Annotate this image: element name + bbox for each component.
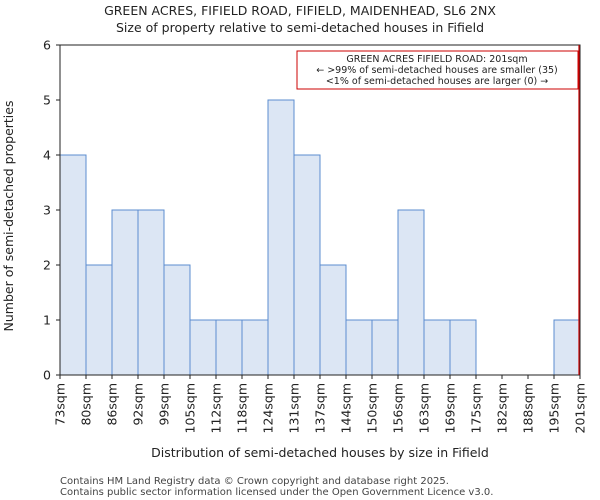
- bar-163sqm: [423, 319, 451, 376]
- x-tick-label: 80sqm: [79, 383, 94, 426]
- x-tick-label: 156sqm: [391, 383, 406, 433]
- y-axis-label: Number of semi-detached properties: [1, 101, 16, 332]
- plot-frame: [59, 44, 581, 376]
- x-tick-label: 150sqm: [365, 383, 380, 433]
- footer-line-1: Contains HM Land Registry data © Crown c…: [60, 476, 449, 487]
- x-axis-label: Distribution of semi-detached houses by …: [151, 445, 489, 460]
- annotation-line-1: GREEN ACRES FIFIELD ROAD: 201sqm: [346, 54, 527, 65]
- y-tick-label: 3: [43, 203, 51, 218]
- x-tick-label: 105sqm: [183, 383, 198, 433]
- x-tick-label: 86sqm: [105, 383, 120, 426]
- x-tick-label: 137sqm: [313, 383, 328, 433]
- annotation-line-2: ← >99% of semi-detached houses are small…: [316, 65, 558, 76]
- x-tick-label: 92sqm: [131, 383, 146, 426]
- x-tick-label: 175sqm: [469, 383, 484, 433]
- bar-144sqm: [345, 319, 373, 376]
- bar-156sqm: [397, 209, 425, 376]
- x-tick-label: 124sqm: [261, 383, 276, 433]
- chart-title: GREEN ACRES, FIFIELD ROAD, FIFIELD, MAID…: [104, 3, 496, 18]
- bar-131sqm: [293, 154, 321, 376]
- annotation-box: GREEN ACRES FIFIELD ROAD: 201sqm ← >99% …: [296, 50, 579, 90]
- bar-169sqm: [449, 319, 477, 376]
- x-tick-label: 201sqm: [573, 383, 588, 433]
- x-tick-label: 118sqm: [235, 383, 250, 433]
- annotation-frame: [296, 50, 579, 90]
- bar-80sqm: [85, 264, 113, 376]
- x-tick-label: 112sqm: [209, 383, 224, 433]
- bar-99sqm: [163, 264, 191, 376]
- x-tick-label: 195sqm: [547, 383, 562, 433]
- x-tick-label: 188sqm: [521, 383, 536, 433]
- footer-line-2: Contains public sector information licen…: [60, 487, 493, 498]
- x-ticks-group: 73sqm 80sqm 86sqm 92sqm 99sqm 105sqm 112sqm 118…: [53, 375, 588, 433]
- x-tick-label: 131sqm: [287, 383, 302, 433]
- bar-73sqm: [59, 154, 87, 376]
- x-tick-label: 163sqm: [417, 383, 432, 433]
- bar-105sqm: [189, 319, 217, 376]
- bars-group: [59, 99, 581, 376]
- y-tick-label: 4: [43, 148, 51, 163]
- bar-86sqm: [111, 209, 139, 376]
- bar-92sqm: [137, 209, 165, 376]
- bar-195sqm: [553, 319, 581, 376]
- bar-112sqm: [215, 319, 243, 376]
- x-tick-label: 73sqm: [53, 383, 68, 426]
- x-tick-label: 99sqm: [157, 383, 172, 426]
- x-tick-label: 169sqm: [443, 383, 458, 433]
- bar-118sqm: [241, 319, 269, 376]
- y-tick-label: 5: [43, 93, 51, 108]
- y-tick-label: 6: [43, 38, 51, 53]
- chart-subtitle: Size of property relative to semi-detach…: [116, 20, 484, 35]
- y-tick-label: 0: [43, 368, 51, 383]
- bar-150sqm: [371, 319, 399, 376]
- bar-124sqm: [267, 99, 295, 376]
- annotation-line-3: <1% of semi-detached houses are larger (…: [326, 76, 548, 87]
- x-tick-label: 182sqm: [495, 383, 510, 433]
- bar-137sqm: [319, 264, 347, 376]
- y-tick-label: 1: [43, 313, 51, 328]
- y-tick-label: 2: [43, 258, 51, 273]
- x-tick-label: 144sqm: [339, 383, 354, 433]
- y-ticks-group: 0 1 2 3 4 5 6: [43, 38, 60, 383]
